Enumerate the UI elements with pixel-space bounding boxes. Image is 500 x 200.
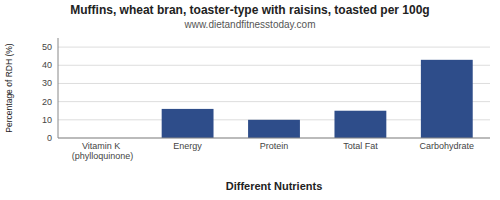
y-tick-label: 0 xyxy=(47,133,52,143)
y-tick-label: 20 xyxy=(42,97,52,107)
bar xyxy=(334,111,386,138)
x-tick-label: Total Fat xyxy=(343,141,378,151)
y-tick-label: 30 xyxy=(42,78,52,88)
y-tick-label: 40 xyxy=(42,60,52,70)
x-axis-label: Different Nutrients xyxy=(226,180,323,192)
x-tick-label: Vitamin K (phylloquinone) xyxy=(69,141,133,161)
chart-container: Muffins, wheat bran, toaster-type with r… xyxy=(0,0,500,200)
bar xyxy=(248,120,300,138)
grid xyxy=(58,47,490,138)
x-tick-label: Carbohydrate xyxy=(420,141,475,151)
x-tick-label-line: Vitamin K xyxy=(82,141,120,151)
title: Muffins, wheat bran, toaster-type with r… xyxy=(70,3,429,17)
x-tick-label-line: Energy xyxy=(173,141,202,151)
grid-line xyxy=(58,47,490,48)
x-tick-label: Protein xyxy=(260,141,289,151)
y-axis-label: Percentage of RDH (%) xyxy=(4,43,14,132)
bar xyxy=(421,60,473,138)
x-tick-label-line: (phylloquinone) xyxy=(69,151,133,161)
y-axis-line xyxy=(58,38,59,138)
bars xyxy=(162,60,473,138)
bar xyxy=(162,109,214,138)
y-tick-label: 10 xyxy=(42,115,52,125)
x-tick-label: Energy xyxy=(173,141,202,151)
chart-svg: Muffins, wheat bran, toaster-type with r… xyxy=(0,0,500,200)
page: {"chart_data": {"type": "bar", "title": … xyxy=(0,0,500,200)
x-tick-label-line: Carbohydrate xyxy=(420,141,475,151)
grid-line xyxy=(58,138,490,139)
subtitle: www.dietandfitnesstoday.com xyxy=(184,19,316,30)
x-axis-line xyxy=(58,138,490,139)
x-tick-label-line: Total Fat xyxy=(343,141,378,151)
y-tick-label: 50 xyxy=(42,42,52,52)
x-tick-label-line: Protein xyxy=(260,141,289,151)
